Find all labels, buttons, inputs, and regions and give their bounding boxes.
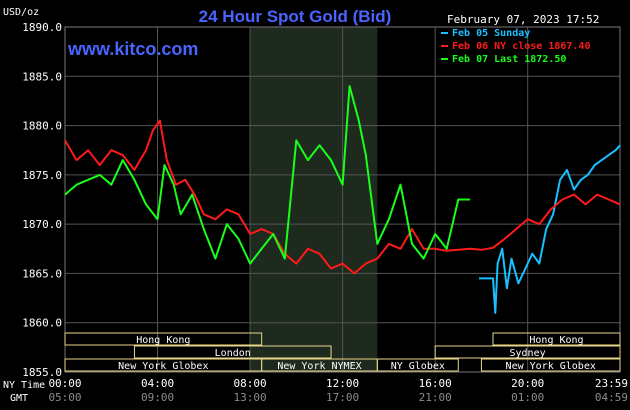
legend-entry: Feb 05 Sunday — [452, 28, 530, 39]
legend-entry: Feb 06 NY close 1867.40 — [452, 41, 590, 52]
gmt-tick-label: 05:00 — [48, 391, 81, 404]
y-tick-label: 1885.0 — [22, 70, 62, 83]
legend-entry: Feb 07 Last 1872.50 — [452, 54, 566, 65]
gmt-tick-label: 01:00 — [511, 391, 544, 404]
gmt-tick-label: 21:00 — [419, 391, 452, 404]
x-tick-label: 12:00 — [326, 377, 359, 390]
gmt-tick-label: 04:59 — [595, 391, 628, 404]
gmt-tick-label: 17:00 — [326, 391, 359, 404]
session-label: New York Globex — [506, 361, 596, 372]
y-tick-label: 1880.0 — [22, 120, 62, 133]
x-tick-label: 04:00 — [141, 377, 174, 390]
session-label: Sydney — [510, 348, 546, 359]
plot-frame — [64, 26, 621, 373]
x-tick-label: 00:00 — [48, 377, 81, 390]
datetime-label: February 07, 2023 17:52 — [447, 13, 599, 26]
legend: Feb 05 Sunday Feb 06 NY close 1867.40 Feb … — [441, 28, 590, 65]
session-label: New York Globex — [118, 361, 208, 372]
gmt-tick-label: 13:00 — [234, 391, 267, 404]
y-tick-label: 1865.0 — [22, 267, 62, 280]
x-row-label: NY Time — [3, 380, 45, 391]
session-label: Hong Kong — [529, 335, 583, 346]
x-tick-label: 23:59 — [595, 377, 628, 390]
market-sessions: Hong Kong Hong Kong London Sydney New York G… — [64, 332, 621, 372]
session-label: New York NYMEX — [277, 361, 361, 372]
series-lines — [64, 85, 621, 314]
session-box — [133, 345, 332, 359]
session-box — [434, 345, 621, 359]
session-label: Hong Kong — [136, 335, 190, 346]
series-line — [64, 119, 621, 275]
y-tick-label: 1890.0 — [22, 21, 62, 34]
chart-title: 24 Hour Spot Gold (Bid) — [199, 7, 392, 26]
session-label: London — [215, 348, 251, 359]
unit-label: USD/oz — [3, 7, 39, 18]
gmt-row-label: GMT — [10, 393, 28, 404]
y-tick-label: 1875.0 — [22, 169, 62, 182]
session-box — [64, 332, 263, 346]
series-line — [479, 144, 621, 314]
nymex-session-shade — [250, 27, 378, 372]
watermark: www.kitco.com — [67, 39, 198, 59]
session-label: NY Globex — [391, 361, 445, 372]
y-axis-ticks: 1890.0 1885.0 1880.0 1875.0 1870.0 1865.0 1860… — [22, 21, 62, 379]
y-tick-label: 1870.0 — [22, 218, 62, 231]
y-tick-label: 1855.0 — [22, 366, 62, 379]
session-box — [376, 358, 459, 372]
series-line — [64, 85, 470, 265]
session-box — [480, 358, 621, 372]
x-tick-label: 16:00 — [419, 377, 452, 390]
session-box — [492, 332, 621, 346]
x-tick-label: 20:00 — [511, 377, 544, 390]
gmt-tick-label: 09:00 — [141, 391, 174, 404]
y-tick-label: 1860.0 — [22, 317, 62, 330]
x-tick-label: 08:00 — [234, 377, 267, 390]
